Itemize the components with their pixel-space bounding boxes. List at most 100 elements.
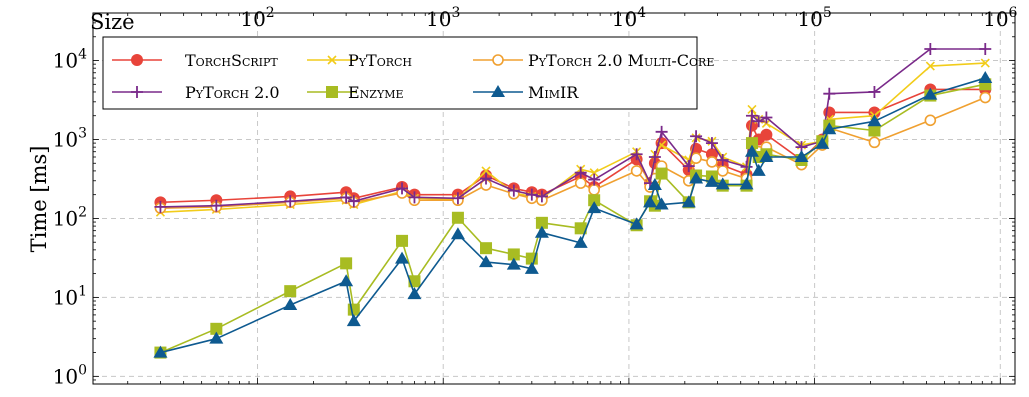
data-point bbox=[153, 345, 168, 358]
data-point bbox=[655, 167, 668, 180]
data-point bbox=[480, 172, 493, 185]
data-point bbox=[408, 191, 421, 204]
data-point bbox=[745, 137, 758, 150]
data-point bbox=[745, 109, 758, 122]
x-tick-label: 104 bbox=[612, 5, 646, 31]
x-axis-label: Size bbox=[90, 10, 135, 34]
data-point bbox=[535, 216, 548, 229]
data-point bbox=[978, 71, 993, 84]
y-tick-base: 10 bbox=[53, 206, 78, 230]
y-axis-label: Time [ms] bbox=[27, 146, 51, 253]
data-point bbox=[589, 168, 599, 178]
data-point bbox=[760, 111, 773, 124]
data-point bbox=[744, 144, 759, 157]
data-point bbox=[715, 177, 730, 190]
x-tick-label: 102 bbox=[240, 5, 274, 31]
x-tick-labels: 102 103 104 105 106 bbox=[240, 5, 1017, 31]
data-point bbox=[716, 153, 729, 166]
data-point bbox=[704, 174, 719, 187]
x-tick-exponent: 4 bbox=[637, 5, 646, 21]
series-line bbox=[160, 77, 986, 354]
x-tick-exponent: 6 bbox=[1009, 5, 1018, 21]
y-tick-label: 100 bbox=[53, 362, 87, 388]
legend-label: TorchScript bbox=[185, 51, 278, 70]
data-point bbox=[654, 197, 669, 210]
data-point bbox=[534, 225, 549, 238]
data-point bbox=[451, 192, 464, 205]
data-point bbox=[395, 251, 410, 264]
data-point bbox=[340, 257, 353, 270]
data-point bbox=[587, 201, 602, 214]
data-point bbox=[524, 261, 539, 274]
data-point bbox=[210, 199, 223, 212]
y-tick-base: 10 bbox=[53, 127, 78, 151]
y-tick-base: 10 bbox=[53, 49, 78, 73]
minor-ticks bbox=[93, 12, 1015, 385]
y-tick-label: 103 bbox=[53, 125, 87, 151]
data-point bbox=[346, 314, 361, 327]
data-point bbox=[347, 195, 360, 208]
data-point bbox=[347, 303, 360, 316]
legend-item: PyTorch bbox=[307, 51, 412, 70]
data-point bbox=[210, 322, 223, 335]
data-point bbox=[643, 195, 658, 208]
y-tick-exponent: 1 bbox=[78, 283, 87, 299]
data-point bbox=[396, 234, 409, 247]
data-point bbox=[630, 165, 643, 177]
y-tick-base: 10 bbox=[53, 285, 78, 309]
data-point bbox=[507, 248, 520, 261]
data-point bbox=[648, 151, 661, 164]
legend-box bbox=[102, 36, 698, 110]
data-point bbox=[588, 194, 601, 207]
data-point bbox=[655, 125, 668, 138]
data-point bbox=[923, 87, 938, 100]
data-point bbox=[706, 156, 718, 168]
data-point bbox=[815, 136, 830, 149]
data-point bbox=[574, 177, 587, 189]
legend-marker bbox=[327, 55, 337, 65]
legend-marker bbox=[491, 85, 505, 97]
legend-marker bbox=[131, 54, 143, 66]
data-point bbox=[283, 298, 298, 311]
data-point bbox=[690, 152, 702, 164]
data-point bbox=[284, 285, 297, 298]
data-point bbox=[506, 257, 521, 270]
data-point bbox=[979, 91, 992, 104]
data-point bbox=[535, 190, 548, 203]
legend-marker bbox=[492, 54, 504, 66]
series-line bbox=[160, 96, 986, 209]
data-point bbox=[868, 85, 881, 98]
data-point bbox=[588, 173, 601, 186]
x-tick-label: 106 bbox=[983, 5, 1017, 31]
data-point bbox=[574, 222, 587, 235]
data-point bbox=[407, 287, 422, 300]
data-point bbox=[451, 211, 464, 224]
data-point bbox=[823, 87, 836, 100]
data-point bbox=[867, 114, 882, 127]
y-tick-exponent: 4 bbox=[78, 47, 87, 63]
data-point bbox=[690, 130, 703, 143]
data-point bbox=[759, 150, 774, 163]
data-point bbox=[823, 106, 836, 119]
data-point bbox=[450, 227, 465, 240]
x-tick-base: 10 bbox=[426, 7, 451, 31]
legend-item: PyTorch 2.0 Multi-Core bbox=[473, 51, 714, 70]
data-point bbox=[979, 42, 992, 55]
y-tick-exponent: 0 bbox=[78, 362, 87, 378]
data-point bbox=[574, 166, 587, 179]
legend-marker bbox=[326, 86, 338, 98]
data-point bbox=[868, 124, 881, 137]
y-tick-base: 10 bbox=[53, 364, 78, 388]
data-point bbox=[924, 114, 937, 127]
data-point bbox=[647, 178, 662, 191]
data-point bbox=[480, 242, 493, 255]
series-pytorch-2-0-multi-core bbox=[154, 91, 992, 214]
data-point bbox=[760, 128, 773, 141]
legend: TorchScript PyTorch PyTorch 2.0 Multi-Core… bbox=[102, 36, 714, 110]
data-point bbox=[924, 42, 937, 55]
data-point bbox=[154, 200, 167, 213]
data-point bbox=[681, 195, 696, 208]
y-tick-exponent: 3 bbox=[78, 125, 87, 141]
x-tick-exponent: 3 bbox=[451, 5, 460, 21]
